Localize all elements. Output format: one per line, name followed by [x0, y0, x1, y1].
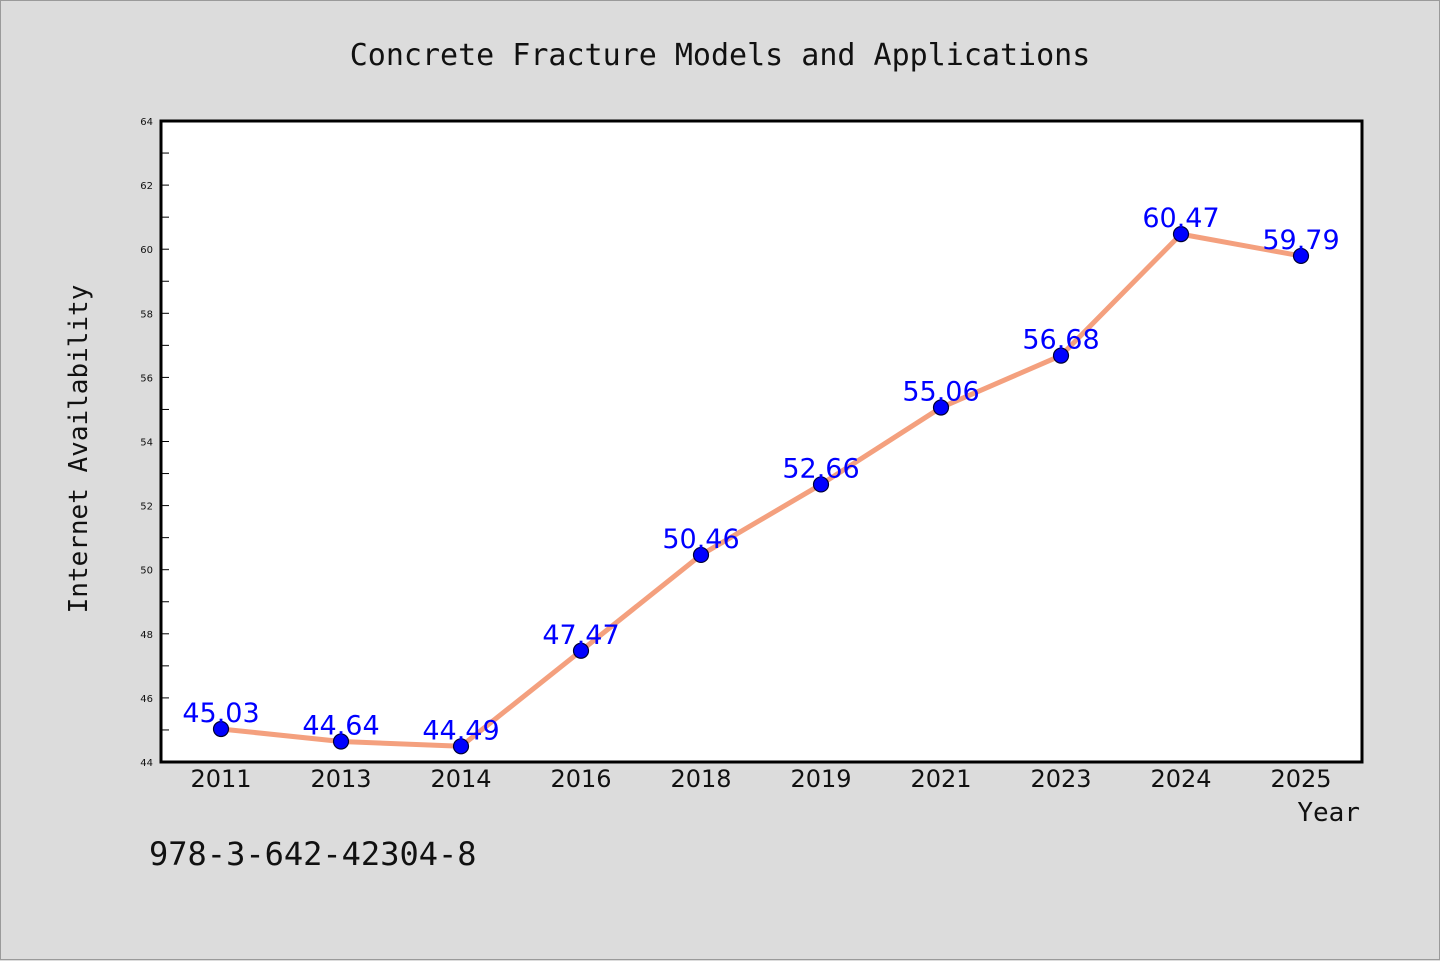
data-label: 55.06 [902, 377, 979, 408]
x-tick-label: 2016 [550, 765, 611, 793]
data-label: 50.46 [662, 524, 739, 555]
series-markers [212, 226, 1310, 755]
plot-area [159, 119, 1364, 764]
chart-title: Concrete Fracture Models and Application… [350, 38, 1091, 73]
y-tick-label: 64 [140, 117, 153, 128]
y-tick-label: 60 [140, 245, 153, 256]
data-label: 59.79 [1262, 225, 1339, 256]
x-axis-label: Year [1297, 798, 1360, 828]
y-tick-label: 50 [140, 566, 153, 577]
data-point [932, 399, 950, 416]
data-label: 52.66 [782, 453, 859, 484]
data-point [212, 720, 230, 738]
y-tick-label: 52 [140, 502, 153, 513]
y-axis-label: Internet Availability [64, 285, 94, 614]
y-axis: 44 46 48 50 52 54 56 58 60 62 64 [140, 117, 169, 769]
data-label: 45.03 [182, 698, 259, 729]
y-tick-label: 46 [140, 694, 153, 705]
data-point [692, 546, 710, 564]
x-tick-label: 2024 [1150, 765, 1211, 793]
isbn-annotation: 978-3-642-42304-8 [149, 835, 477, 873]
x-tick-label: 2018 [670, 765, 731, 793]
x-tick-label: 2025 [1270, 765, 1331, 793]
x-tick-label: 2013 [310, 765, 371, 793]
data-labels: 45.03 44.64 44.49 47.47 50.46 52.66 55.06 56.68… [182, 203, 1339, 746]
x-tick-label: 2014 [430, 765, 491, 793]
data-label: 60.47 [1142, 203, 1219, 234]
x-tick-label: 2011 [190, 765, 251, 793]
data-label: 56.68 [1022, 325, 1099, 356]
y-tick-label: 58 [140, 309, 153, 320]
data-point [812, 476, 830, 493]
data-point [332, 733, 350, 750]
y-tick-label: 48 [140, 630, 153, 641]
series-line [218, 231, 1304, 749]
x-tick-label: 2019 [790, 765, 851, 793]
y-tick-label: 56 [140, 373, 153, 384]
data-label: 44.49 [422, 715, 499, 746]
y-tick-label: 54 [140, 438, 153, 449]
data-point [1172, 226, 1190, 243]
data-label: 47.47 [542, 620, 619, 651]
data-point [572, 642, 590, 659]
x-axis: 2011 2013 2014 2016 2018 2019 2021 2023 2024 2025 [190, 765, 1331, 793]
data-point [1292, 247, 1310, 265]
x-tick-label: 2021 [910, 765, 971, 793]
data-point [452, 738, 470, 755]
x-tick-label: 2023 [1030, 765, 1091, 793]
data-point [1052, 347, 1070, 364]
data-label: 44.64 [302, 710, 379, 741]
y-tick-label: 44 [140, 758, 153, 769]
y-tick-label: 62 [140, 181, 153, 192]
